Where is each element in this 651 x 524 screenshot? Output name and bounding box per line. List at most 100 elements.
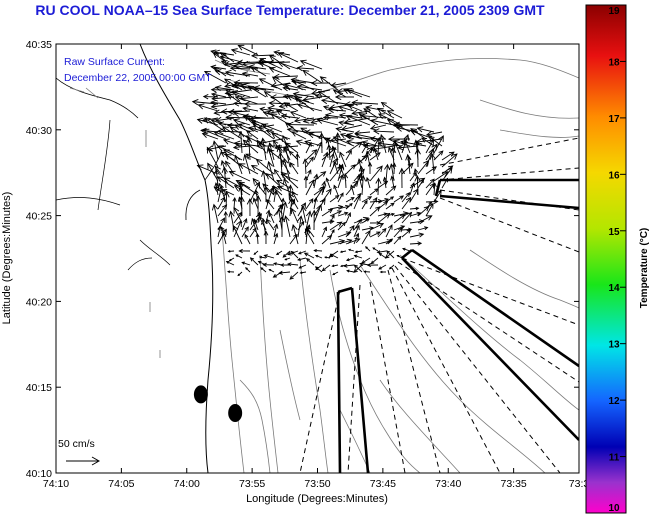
current-arrow — [347, 270, 354, 272]
x-tick-label: 74:05 — [108, 478, 134, 490]
current-arrow — [254, 251, 258, 254]
axes-frame — [56, 44, 579, 473]
radar-radials — [300, 138, 579, 473]
current-arrow — [322, 220, 334, 224]
current-arrow — [346, 198, 354, 202]
current-arrow — [285, 258, 290, 260]
current-arrow — [346, 226, 354, 237]
current-arrow — [277, 251, 282, 255]
current-arrow — [278, 53, 298, 62]
current-arrow — [346, 204, 352, 209]
current-arrow — [366, 247, 370, 251]
current-arrow — [333, 272, 338, 275]
legend-line-1: Raw Surface Current: — [64, 56, 165, 68]
current-arrow — [336, 94, 354, 99]
current-arrow — [330, 222, 342, 230]
current-arrow — [256, 234, 259, 244]
current-arrow — [279, 271, 290, 274]
current-arrow — [250, 228, 256, 237]
current-arrow — [417, 127, 434, 132]
colorbar-tick-label: 10 — [608, 503, 620, 514]
current-arrow — [238, 132, 243, 153]
current-arrow — [366, 178, 370, 188]
current-arrow — [352, 100, 378, 105]
current-arrow — [238, 272, 242, 276]
current-arrow — [332, 265, 338, 267]
current-arrow — [374, 129, 394, 134]
current-arrow — [230, 258, 234, 261]
current-arrow — [442, 154, 457, 167]
current-arrow — [354, 196, 360, 209]
current-arrow — [239, 249, 250, 252]
current-arrow — [297, 66, 314, 71]
current-arrow — [312, 80, 330, 85]
current-arrow — [410, 183, 415, 195]
current-arrow — [212, 205, 218, 223]
x-tick-label: 74:00 — [174, 478, 200, 490]
current-arrow — [338, 193, 343, 202]
y-tick-label: 40:35 — [26, 39, 52, 51]
current-arrow — [306, 170, 311, 181]
current-arrow — [322, 236, 331, 244]
current-arrow — [379, 253, 386, 258]
y-axis-label: Latitude (Degrees:Minutes) — [1, 192, 13, 325]
current-arrow — [366, 105, 386, 111]
colorbar — [586, 5, 626, 513]
current-arrow — [245, 235, 250, 244]
current-arrow — [370, 189, 378, 195]
current-arrow — [298, 258, 306, 261]
current-arrow — [381, 271, 386, 273]
current-arrow — [442, 152, 454, 160]
current-arrow — [399, 169, 404, 188]
current-arrow — [283, 179, 290, 195]
current-arrow — [211, 100, 226, 105]
colorbar-tick-label: 17 — [608, 114, 620, 125]
current-arrow — [410, 207, 418, 210]
current-arrow — [330, 196, 339, 202]
station-marker — [194, 385, 208, 403]
y-tick-label: 40:10 — [26, 468, 52, 480]
current-arrow — [238, 45, 258, 55]
current-arrow — [382, 103, 394, 111]
x-tick-label: 73:50 — [304, 478, 330, 490]
current-arrow — [305, 253, 314, 258]
current-arrow — [418, 161, 429, 174]
current-arrow — [362, 231, 370, 244]
current-arrow — [236, 255, 242, 258]
current-arrow — [246, 268, 250, 272]
colorbar-tick-label: 14 — [608, 283, 620, 294]
current-arrow — [354, 255, 362, 258]
current-arrow — [261, 268, 266, 272]
current-arrow — [251, 258, 258, 265]
current-arrow — [371, 258, 378, 264]
colorbar-tick-label: 16 — [608, 170, 620, 181]
current-arrow — [311, 211, 316, 230]
current-arrow — [227, 261, 234, 265]
legend-line-2: December 22, 2005 00:00 GMT — [64, 72, 212, 84]
current-arrow — [298, 103, 322, 111]
current-arrow — [314, 198, 318, 209]
current-arrow — [243, 72, 258, 77]
current-arrow — [374, 148, 378, 160]
current-arrow — [281, 114, 298, 119]
current-arrow — [368, 163, 372, 174]
current-arrow — [410, 233, 423, 237]
y-tick-label: 40:30 — [26, 125, 52, 137]
current-arrow — [283, 86, 298, 91]
current-arrow — [386, 203, 394, 209]
current-arrow — [394, 196, 403, 202]
current-arrow — [292, 132, 306, 139]
colorbar-tick-label: 12 — [608, 396, 620, 407]
current-arrow — [322, 209, 332, 216]
current-arrow — [304, 176, 308, 188]
y-tick-label: 40:15 — [26, 382, 52, 394]
current-arrow — [300, 272, 306, 274]
current-arrow — [368, 263, 378, 266]
current-arrow — [426, 167, 436, 174]
current-arrow — [264, 255, 274, 258]
current-arrow — [306, 199, 313, 209]
x-tick-label: 73:55 — [239, 478, 265, 490]
y-tick-label: 40:25 — [26, 211, 52, 223]
current-arrow — [305, 140, 322, 146]
